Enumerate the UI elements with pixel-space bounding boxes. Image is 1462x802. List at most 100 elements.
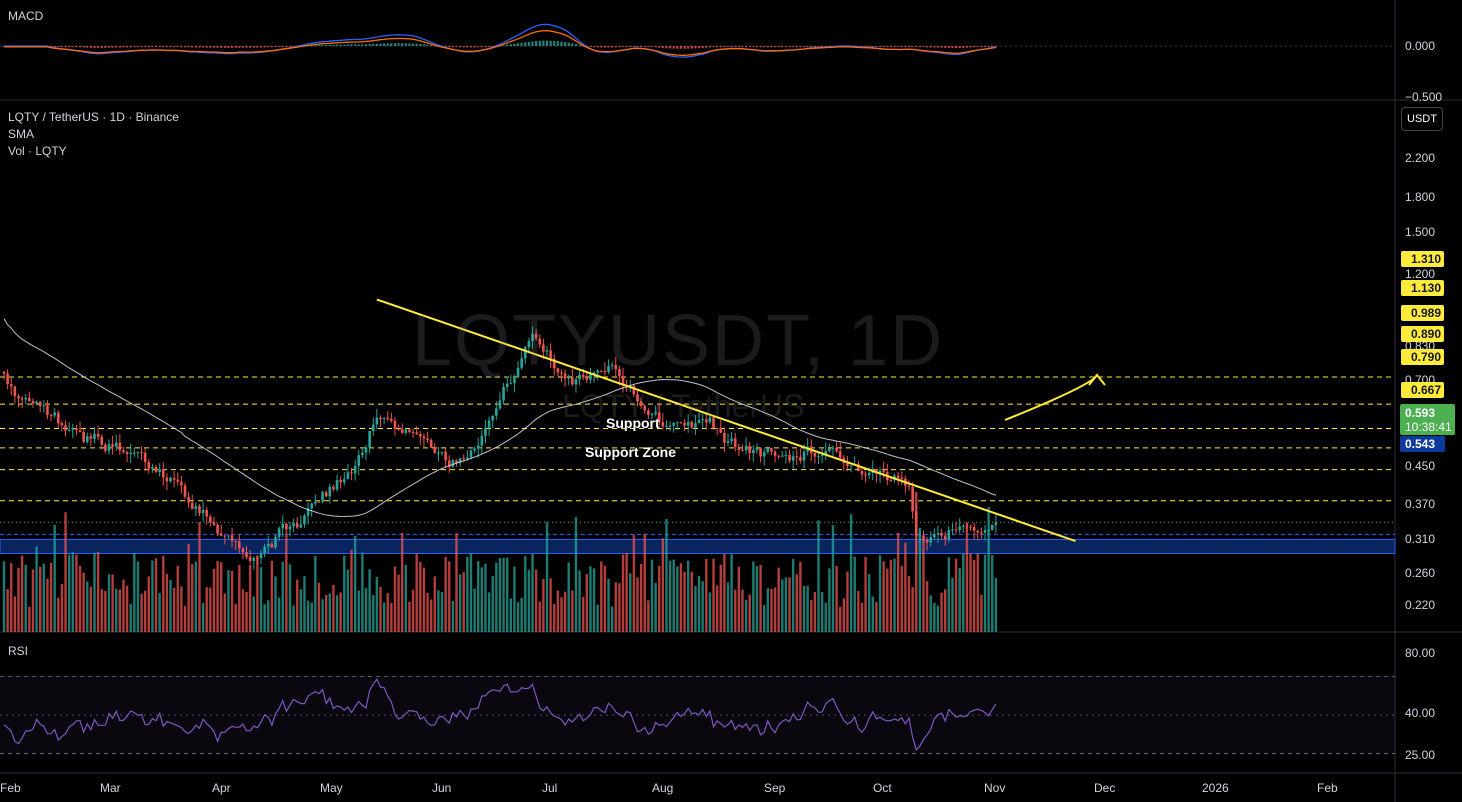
macd-histogram-bar xyxy=(915,46,918,47)
candle-body xyxy=(755,448,759,450)
macd-histogram-bar xyxy=(596,46,599,48)
volume-bar xyxy=(477,561,480,632)
currency-button[interactable]: USDT xyxy=(1401,107,1443,131)
level-tag[interactable]: 1.310 xyxy=(1401,251,1444,267)
candle-body xyxy=(209,516,212,523)
level-tag[interactable]: 0.667 xyxy=(1401,382,1444,398)
volume-bar xyxy=(936,605,940,632)
support-price-tag[interactable]: 0.543 xyxy=(1400,436,1445,452)
candle-body xyxy=(918,535,922,537)
volume-bar xyxy=(513,566,516,632)
candle-body xyxy=(951,529,954,531)
macd-histogram-bar xyxy=(122,46,125,48)
level-tag[interactable]: 1.130 xyxy=(1401,280,1444,296)
macd-histogram-bar xyxy=(632,46,635,47)
candle-body xyxy=(802,451,806,461)
macd-histogram-bar xyxy=(672,46,675,49)
macd-histogram-bar xyxy=(708,46,711,48)
volume-bar xyxy=(346,569,350,632)
candle-body xyxy=(89,436,93,439)
level-tag[interactable]: 0.890 xyxy=(1401,326,1444,342)
candle-body xyxy=(114,442,118,447)
macd-histogram-bar xyxy=(451,46,454,47)
candle-body xyxy=(353,465,357,474)
macd-histogram-bar xyxy=(973,46,976,48)
candle-body xyxy=(306,508,310,516)
volume-bar xyxy=(752,561,755,632)
volume-bar xyxy=(133,552,136,632)
macd-histogram-bar xyxy=(509,44,512,46)
volume-bar xyxy=(60,583,64,632)
candle-body xyxy=(509,383,513,385)
candle-body xyxy=(929,537,933,543)
candle-body xyxy=(455,460,458,463)
macd-histogram-bar xyxy=(386,43,389,46)
volume-bar xyxy=(951,577,954,632)
volume-bar xyxy=(458,574,462,632)
macd-histogram-bar xyxy=(223,46,226,48)
time-tick: Oct xyxy=(873,781,892,795)
candle-body xyxy=(328,486,332,497)
price-tick: 1.500 xyxy=(1405,225,1436,239)
volume-bar xyxy=(165,573,169,632)
macd-histogram-bar xyxy=(97,46,100,48)
macd-histogram-bar xyxy=(980,46,983,47)
level-tag[interactable]: 0.790 xyxy=(1401,349,1444,365)
candle-body xyxy=(723,432,726,443)
candle-body xyxy=(726,441,730,443)
volume-bar xyxy=(433,576,436,632)
macd-histogram-bar xyxy=(643,46,646,47)
candle-body xyxy=(581,374,585,378)
candle-body xyxy=(538,338,542,345)
volume-bar xyxy=(632,534,636,632)
macd-histogram-bar xyxy=(650,46,654,48)
candle-body xyxy=(592,372,596,375)
candle-body xyxy=(672,422,675,426)
price-tick: 0.310 xyxy=(1405,532,1436,546)
candle-body xyxy=(143,452,147,463)
rsi-tick: 25.00 xyxy=(1405,748,1436,762)
candle-body xyxy=(473,448,476,451)
macd-histogram-bar xyxy=(249,46,252,48)
volume-bar xyxy=(737,566,741,632)
candle-body xyxy=(248,556,252,561)
volume-bar xyxy=(940,592,943,632)
macd-histogram-bar xyxy=(897,46,900,47)
macd-histogram-bar xyxy=(183,46,187,48)
macd-histogram-bar xyxy=(556,41,559,46)
volume-bar xyxy=(571,590,574,632)
candle-body xyxy=(234,541,237,543)
candle-body xyxy=(828,448,831,452)
volume-bar xyxy=(2,561,6,632)
candle-body xyxy=(176,479,180,482)
volume-bar xyxy=(89,586,93,632)
macd-histogram-bar xyxy=(71,46,74,48)
macd-histogram-bar xyxy=(415,43,418,46)
candle-body xyxy=(994,522,998,525)
volume-bar xyxy=(129,603,132,632)
candle-body xyxy=(397,428,400,430)
volume-bar xyxy=(643,533,646,632)
candle-body xyxy=(469,450,473,458)
candle-body xyxy=(947,530,951,540)
candle-body xyxy=(364,447,368,453)
volume-bar xyxy=(813,591,817,632)
candle-body xyxy=(762,451,766,457)
macd-histogram-bar xyxy=(433,45,436,47)
macd-histogram-bar xyxy=(726,46,730,47)
candle-body xyxy=(770,448,773,452)
volume-indicator-label[interactable]: Vol · LQTY xyxy=(8,144,67,158)
level-tag[interactable]: 0.989 xyxy=(1401,305,1444,321)
volume-bar xyxy=(683,571,686,632)
volume-bar xyxy=(574,517,578,632)
macd-histogram-bar xyxy=(806,46,809,47)
candle-body xyxy=(603,371,607,373)
candle-body xyxy=(647,410,650,415)
candle-body xyxy=(241,548,245,553)
sma-indicator-label[interactable]: SMA xyxy=(8,127,35,141)
volume-bar xyxy=(781,579,784,632)
candle-body xyxy=(480,435,484,446)
volume-bar xyxy=(419,561,422,632)
volume-bar xyxy=(592,568,596,632)
